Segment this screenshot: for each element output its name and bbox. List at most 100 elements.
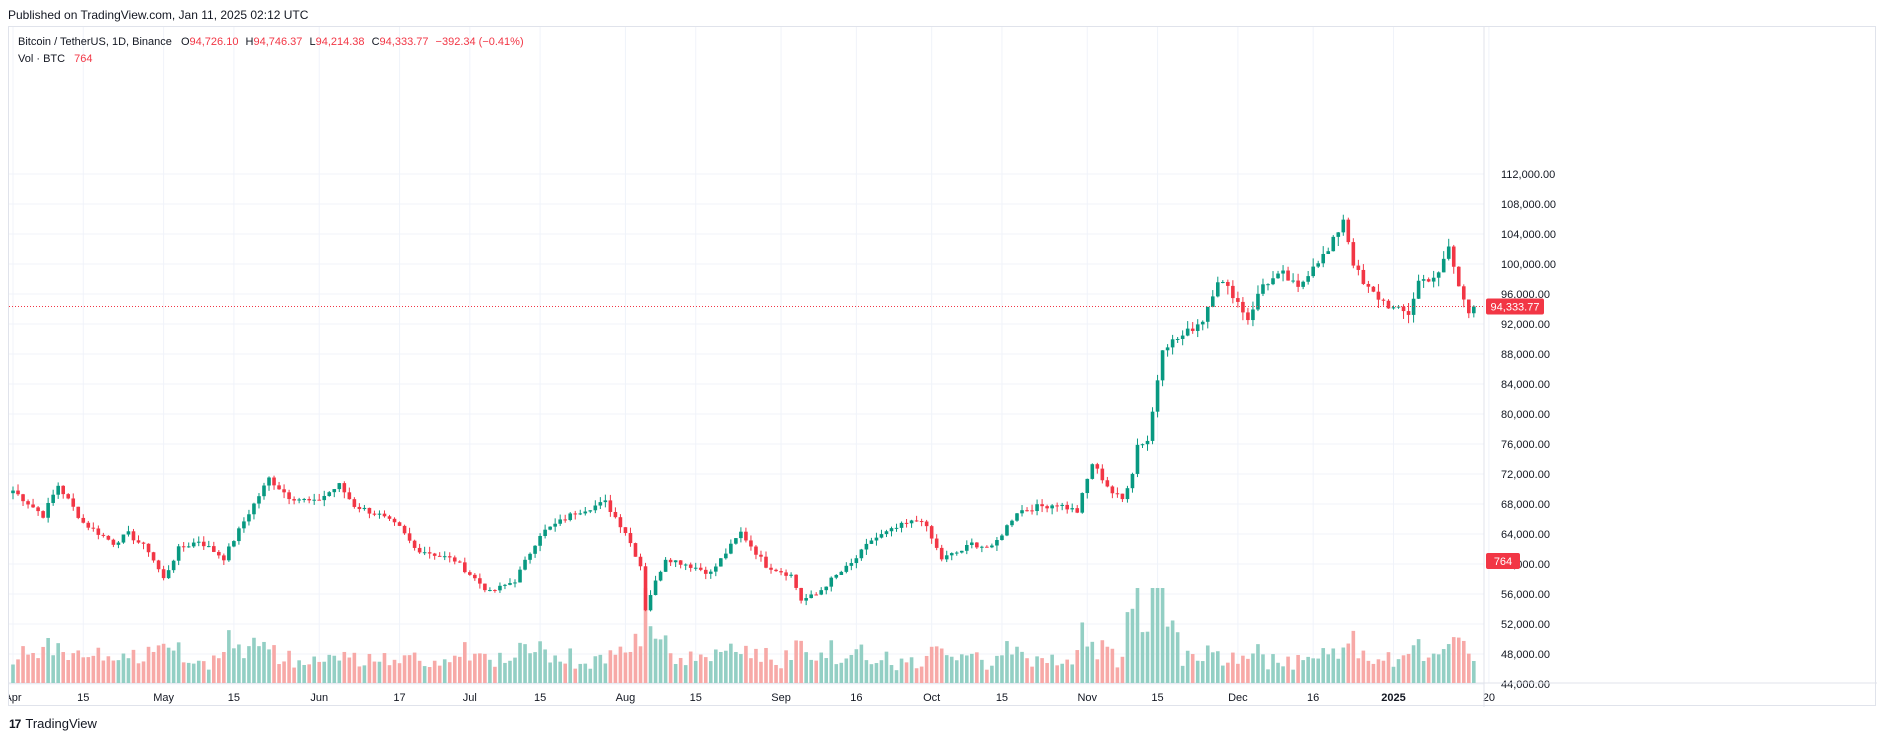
volume-bar xyxy=(412,652,417,683)
candle-body xyxy=(11,490,15,494)
candle-body xyxy=(874,537,879,541)
candle-body xyxy=(568,513,573,521)
candle-body xyxy=(1236,298,1240,302)
volume-bar xyxy=(407,655,412,683)
volume-bar xyxy=(1185,650,1190,683)
volume-bar xyxy=(618,646,623,683)
volume-bar xyxy=(382,653,387,683)
volume-bar xyxy=(1020,651,1024,683)
candle-body xyxy=(111,539,116,545)
volume-bar xyxy=(1441,649,1446,683)
candle-body xyxy=(1190,328,1195,331)
volume-bar xyxy=(1115,667,1120,683)
volume-bar xyxy=(1421,660,1426,683)
volume-bar xyxy=(503,662,507,683)
volume-bar xyxy=(427,667,432,683)
volume-bar xyxy=(538,641,542,683)
candle-body xyxy=(628,533,633,544)
x-tick-label: 15 xyxy=(534,692,546,704)
x-tick-label: Dec xyxy=(1228,692,1248,704)
volume-bar xyxy=(1406,653,1411,683)
volume-bar xyxy=(779,668,783,683)
candle-body xyxy=(1105,480,1110,487)
volume-bar xyxy=(1356,658,1361,683)
candle-body xyxy=(1130,473,1135,489)
candle-body xyxy=(1080,493,1085,513)
candle-body xyxy=(136,540,141,543)
candle-body xyxy=(121,534,126,543)
volume-bar xyxy=(724,650,728,683)
candle-body xyxy=(1436,272,1441,278)
volume-bar xyxy=(1456,637,1461,683)
y-tick-label: 64,000.00 xyxy=(1501,529,1550,541)
volume-bar xyxy=(553,655,557,683)
candle-body xyxy=(995,540,999,546)
volume-bar xyxy=(488,659,492,683)
candle-body xyxy=(653,580,658,596)
candle-body xyxy=(965,544,969,551)
volume-bar xyxy=(141,661,146,683)
volume-bar xyxy=(980,659,984,683)
candle-body xyxy=(563,519,567,521)
candle-body xyxy=(508,583,512,585)
x-tick-label: Aug xyxy=(616,692,636,704)
volume-bar xyxy=(965,655,969,683)
candle-body xyxy=(990,545,994,548)
candle-body xyxy=(222,555,226,561)
candle-body xyxy=(1205,306,1210,322)
candle-body xyxy=(1431,277,1436,282)
candle-body xyxy=(66,494,71,499)
candle-body xyxy=(483,583,487,591)
volume-bar xyxy=(447,662,452,683)
volume-bar xyxy=(377,661,382,683)
tradingview-logo[interactable]: 17 TradingView xyxy=(9,716,97,731)
y-tick-label: 84,000.00 xyxy=(1501,379,1550,391)
volume-bar xyxy=(784,650,788,683)
volume-bar xyxy=(61,652,65,683)
volume-bar xyxy=(1155,588,1160,683)
candle-body xyxy=(1015,513,1019,521)
candle-body xyxy=(1356,265,1361,270)
candle-body xyxy=(849,563,854,566)
volume-bar xyxy=(573,668,578,683)
volume-bar xyxy=(457,656,462,683)
candle-body xyxy=(929,526,934,539)
candle-body xyxy=(1210,296,1215,307)
volume-bar xyxy=(212,655,216,683)
chart-frame[interactable]: 112,000.00 108,000.00 104,000.00 100,000.00… xyxy=(8,26,1877,707)
volume-bar xyxy=(337,660,342,683)
volume-bar xyxy=(66,660,71,683)
volume-bar xyxy=(854,649,859,683)
candle-body xyxy=(287,492,291,500)
price-chart[interactable]: 112,000.00 108,000.00 104,000.00 100,000.00… xyxy=(9,27,1877,707)
volume-bar xyxy=(282,661,286,683)
candle-body xyxy=(573,513,578,515)
volume-bar xyxy=(1170,620,1175,683)
volume-bar xyxy=(317,661,322,683)
volume-bar xyxy=(26,654,30,683)
volume-bar xyxy=(678,657,683,683)
volume-bar xyxy=(312,656,316,683)
volume-bar xyxy=(879,660,884,683)
candle-body xyxy=(407,533,412,541)
volume-bar xyxy=(1311,658,1315,683)
candle-body xyxy=(1261,284,1265,294)
volume-bar xyxy=(116,660,121,683)
volume-bar xyxy=(1175,632,1180,683)
volume-bar xyxy=(593,656,598,683)
candle-body xyxy=(1145,440,1150,445)
candle-body xyxy=(473,574,477,579)
volume-bar xyxy=(1165,626,1170,683)
y-tick-label: 112,000.00 xyxy=(1501,169,1555,181)
candle-body xyxy=(1381,299,1386,301)
volume-bar xyxy=(839,662,844,683)
candle-body xyxy=(663,559,668,572)
candle-body xyxy=(227,546,231,561)
volume-bar xyxy=(1080,622,1085,683)
volume-bar xyxy=(1386,652,1391,683)
volume-bar xyxy=(1336,658,1341,683)
x-tick-label: Sep xyxy=(771,692,791,704)
candle-body xyxy=(1005,525,1009,536)
x-tick-label: Nov xyxy=(1077,692,1097,704)
volume-bar xyxy=(397,663,402,683)
